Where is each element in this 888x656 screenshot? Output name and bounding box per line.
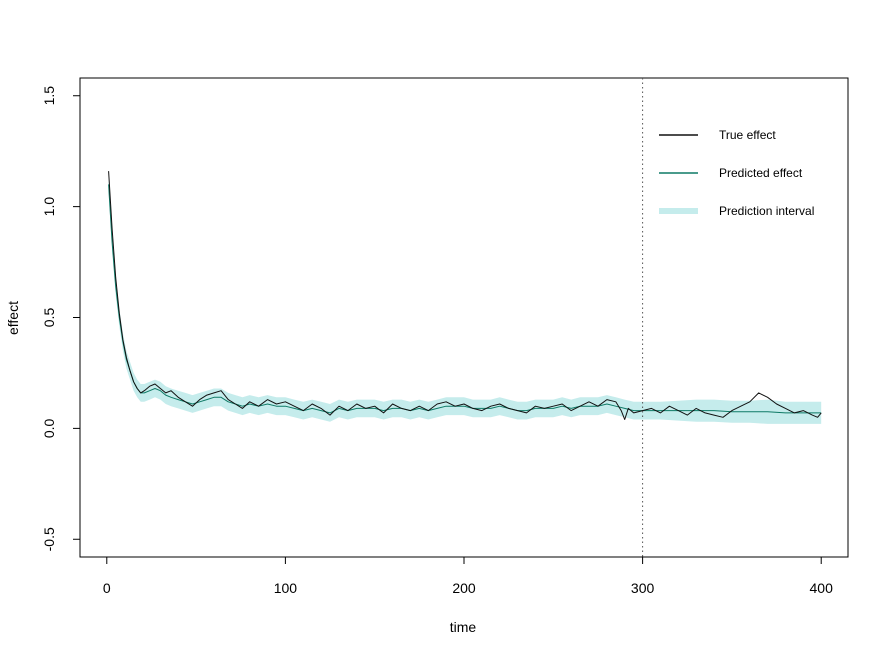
y-tick-label: 1.5 — [41, 86, 57, 106]
plot-frame — [79, 77, 849, 558]
true-effect-line — [108, 171, 822, 420]
prediction-interval-band — [108, 175, 822, 424]
legend: True effect Predicted effect Prediction in… — [659, 128, 814, 218]
predicted-effect-line — [108, 184, 822, 414]
y-tick-label: 0.5 — [41, 308, 57, 328]
plot-area — [79, 77, 849, 558]
y-tick-label: 1.0 — [41, 197, 57, 217]
x-tick-label: 100 — [274, 580, 298, 596]
x-axis-title: time — [450, 619, 477, 635]
prediction-band-layer — [108, 175, 822, 424]
x-tick-label: 400 — [810, 580, 834, 596]
x-tick-label: 0 — [103, 580, 111, 596]
x-axis: 0 100 200 300 400 — [103, 556, 834, 596]
legend-label-true-effect: True effect — [719, 128, 776, 142]
legend-label-prediction-interval: Prediction interval — [719, 204, 814, 218]
y-axis: -0.5 0.0 0.5 1.0 1.5 — [41, 86, 81, 551]
series-lines-layer — [108, 171, 822, 420]
legend-label-predicted-effect: Predicted effect — [719, 166, 803, 180]
y-axis-title: effect — [5, 301, 21, 335]
y-tick-label: -0.5 — [41, 527, 57, 551]
x-tick-label: 300 — [631, 580, 655, 596]
x-tick-label: 200 — [452, 580, 476, 596]
y-tick-label: 0.0 — [41, 418, 57, 438]
